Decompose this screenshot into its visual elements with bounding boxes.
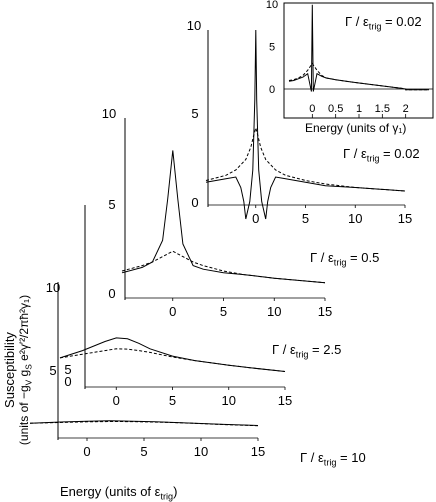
panel-inset: 0 0.5 1 1.5 2 0 5 10 Γ / εtrig = 0.02 Energy (uni… bbox=[266, 0, 434, 135]
inset-series-dashed bbox=[288, 62, 429, 91]
y-axis-label: Susceptibility(units of −gV gS e²γ′²/2πħ… bbox=[2, 295, 33, 445]
inset-series-solid bbox=[288, 4, 429, 92]
x-tick-label: 15 bbox=[251, 444, 265, 459]
series-dashed bbox=[121, 250, 326, 284]
x-tick-label: 10 bbox=[194, 444, 208, 459]
y-tick-label: 0 bbox=[64, 374, 71, 389]
series-solid bbox=[59, 337, 286, 372]
x-tick-label: 15 bbox=[278, 393, 292, 408]
x-tick-label: 0 bbox=[252, 211, 259, 226]
x-tick-label: 10 bbox=[222, 393, 236, 408]
series-dashed bbox=[29, 420, 259, 427]
y-axis-label-line1: Susceptibility bbox=[2, 332, 17, 408]
panel-annotation: Γ / εtrig = 10 bbox=[300, 450, 366, 468]
inset-y-tick-label: 5 bbox=[269, 42, 275, 54]
inset-y-tick-label: 0 bbox=[269, 84, 275, 96]
inset-x-tick-label: 2 bbox=[403, 103, 409, 115]
x-tick-label: 15 bbox=[318, 304, 332, 319]
x-tick-label: 5 bbox=[169, 393, 176, 408]
x-tick-label: 5 bbox=[220, 304, 227, 319]
inset-annotation: Γ / εtrig = 0.02 bbox=[345, 14, 422, 32]
x-tick-label: 10 bbox=[267, 304, 281, 319]
y-axis-label-line2: (units of −gV gS e²γ′²/2πħ²γ₁) bbox=[17, 295, 33, 445]
series-dashed bbox=[59, 348, 286, 372]
x-tick-label: 0 bbox=[169, 304, 176, 319]
x-tick-label: 5 bbox=[302, 211, 309, 226]
panel-annotation: Γ / εtrig = 0.02 bbox=[343, 146, 420, 164]
x-tick-label: 10 bbox=[348, 211, 362, 226]
inset-x-tick-label: 1 bbox=[356, 103, 362, 115]
y-tick-label: 10 bbox=[102, 106, 116, 121]
y-tick-label: 0 bbox=[108, 286, 115, 301]
inset-x-axis-label: Energy (units of γ₁) bbox=[305, 121, 406, 135]
panel-annotation: Γ / εtrig = 2.5 bbox=[272, 342, 341, 360]
inset-frame bbox=[283, 2, 434, 119]
y-tick-label: 5 bbox=[64, 362, 71, 377]
inset-x-tick-label: 1.5 bbox=[375, 103, 390, 115]
x-axis-label: Energy (units of εtrig) bbox=[60, 484, 177, 502]
x-tick-label: 5 bbox=[140, 444, 147, 459]
x-tick-label: 15 bbox=[398, 211, 412, 226]
inset-y-tick-label: 10 bbox=[266, 0, 278, 11]
y-tick-label: 5 bbox=[191, 106, 198, 121]
y-tick-label: 0 bbox=[191, 195, 198, 210]
y-tick-label: 5 bbox=[108, 197, 115, 212]
y-tick-label: 10 bbox=[187, 18, 201, 33]
panel-annotation: Γ / εtrig = 0.5 bbox=[310, 250, 379, 268]
y-tick-label: 5 bbox=[49, 363, 56, 378]
inset-x-tick-label: 0 bbox=[309, 103, 315, 115]
y-tick-label: 10 bbox=[46, 280, 60, 295]
x-tick-label: 0 bbox=[113, 393, 120, 408]
inset-x-tick-label: 0.5 bbox=[328, 103, 343, 115]
x-tick-label: 0 bbox=[83, 444, 90, 459]
